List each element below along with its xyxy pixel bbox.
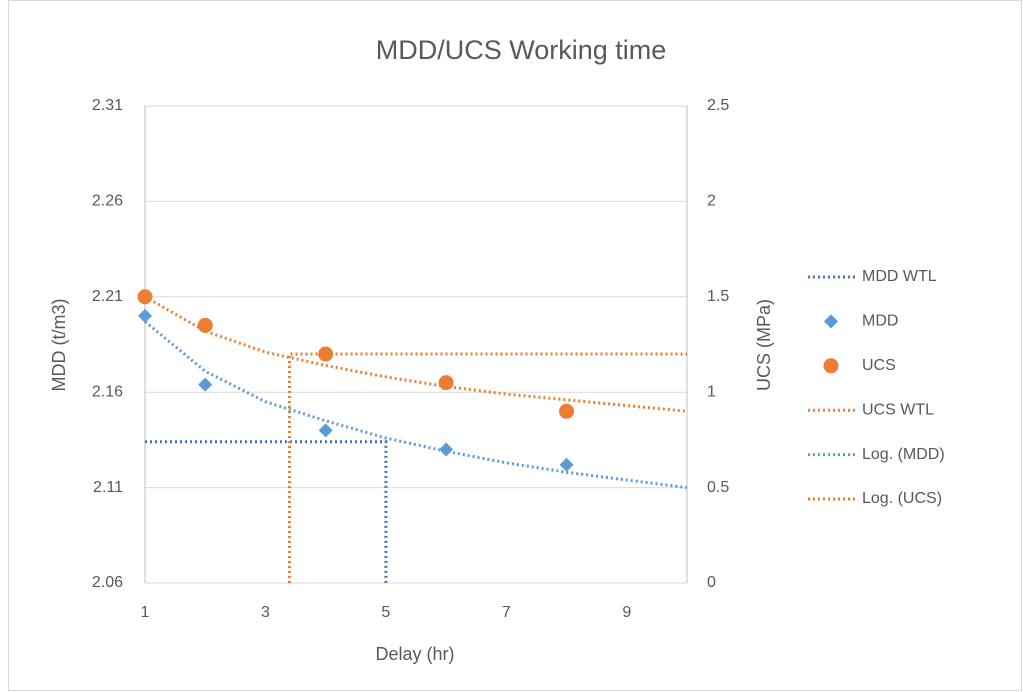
trend-line bbox=[288, 352, 687, 583]
x-axis-label: Delay (hr) bbox=[375, 644, 454, 664]
legend-label: UCS WTL bbox=[862, 401, 934, 418]
y2-tick-label: 0 bbox=[707, 574, 716, 591]
y2-tick-label: 2.5 bbox=[707, 97, 729, 114]
point bbox=[559, 457, 574, 472]
legend-label: MDD WTL bbox=[862, 268, 937, 285]
legend-swatch bbox=[824, 314, 838, 329]
y2-tick-label: 2 bbox=[707, 193, 716, 210]
x-tick-label: 5 bbox=[381, 604, 390, 621]
y-tick-label: 2.31 bbox=[92, 97, 123, 114]
legend-label: Log. (UCS) bbox=[862, 490, 942, 507]
y2-axis-label: UCS (MPa) bbox=[754, 299, 774, 391]
point bbox=[438, 375, 454, 391]
trend-line bbox=[144, 295, 688, 413]
y2-tick-label: 1 bbox=[707, 383, 716, 400]
y-tick-label: 2.21 bbox=[92, 288, 123, 305]
legend-label: UCS bbox=[862, 357, 896, 374]
y-tick-label: 2.11 bbox=[93, 479, 123, 496]
point bbox=[197, 317, 213, 333]
legend-label: Log. (MDD) bbox=[862, 446, 945, 463]
legend-swatch bbox=[823, 358, 839, 374]
chart-title: MDD/UCS Working time bbox=[376, 35, 667, 65]
x-tick-label: 7 bbox=[502, 604, 511, 621]
y-tick-label: 2.26 bbox=[92, 193, 123, 210]
y-axis-label: MDD (t/m3) bbox=[49, 299, 69, 392]
x-tick-label: 1 bbox=[141, 604, 150, 621]
trend-line bbox=[145, 440, 388, 583]
x-tick-label: 9 bbox=[622, 604, 631, 621]
y-tick-label: 2.06 bbox=[92, 574, 123, 591]
y2-tick-label: 1.5 bbox=[707, 288, 729, 305]
y-tick-label: 2.16 bbox=[92, 383, 123, 400]
x-tick-label: 3 bbox=[261, 604, 270, 621]
legend-label: MDD bbox=[862, 313, 898, 330]
chart-frame bbox=[8, 0, 1022, 691]
trend-line bbox=[144, 320, 688, 490]
point bbox=[198, 377, 213, 392]
y2-tick-label: 0.5 bbox=[707, 479, 729, 496]
point bbox=[138, 308, 152, 323]
point bbox=[559, 403, 575, 419]
point bbox=[318, 423, 333, 438]
